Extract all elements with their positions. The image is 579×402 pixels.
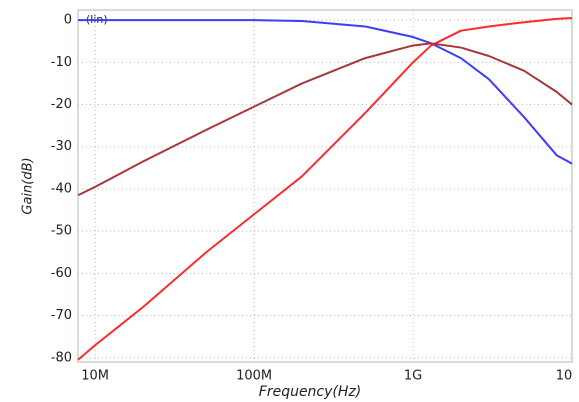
x-axis-label: Frequency(Hz) bbox=[259, 384, 361, 400]
y-tick-label: -20 bbox=[51, 97, 72, 112]
x-tick-label: 1G bbox=[404, 369, 422, 384]
y-tick-label: -70 bbox=[51, 308, 72, 323]
x-tick-label: 10 bbox=[556, 369, 573, 384]
y-tick-label: -80 bbox=[51, 350, 72, 365]
y-tick-label: -30 bbox=[51, 139, 72, 154]
y-tick-label: -50 bbox=[51, 224, 72, 239]
series-line bbox=[78, 19, 573, 165]
series-line bbox=[77, 17, 573, 361]
y-tick-label: 0 bbox=[64, 13, 72, 28]
x-tick-label: 100M bbox=[236, 369, 272, 384]
series-line bbox=[77, 42, 573, 197]
y-axis-label: Gain(dB) bbox=[21, 157, 36, 214]
y-tick-label: -40 bbox=[51, 181, 72, 196]
plot-area bbox=[77, 9, 573, 363]
y-tick-label: -10 bbox=[51, 55, 72, 70]
x-tick-label: 10M bbox=[81, 369, 109, 384]
y-tick-label: -60 bbox=[51, 266, 72, 281]
